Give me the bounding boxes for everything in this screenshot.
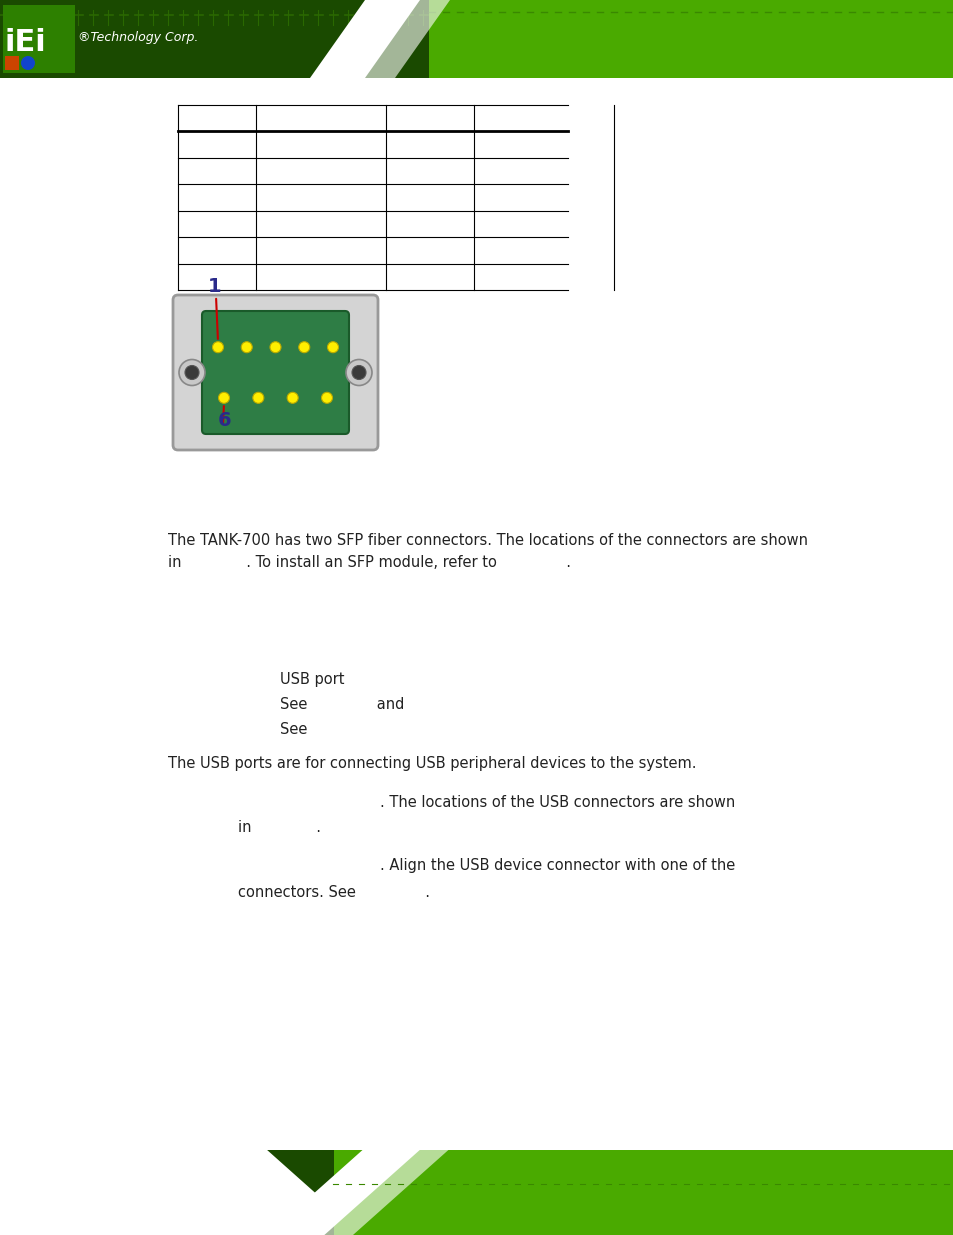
- Circle shape: [179, 359, 205, 385]
- Polygon shape: [267, 1150, 419, 1235]
- Text: . The locations of the USB connectors are shown: . The locations of the USB connectors ar…: [379, 795, 735, 810]
- Bar: [0, 0, 953, 78]
- Bar: [0, 1150, 334, 1235]
- Text: iEi: iEi: [5, 27, 47, 57]
- Bar: [429, 0, 953, 78]
- Text: in              . To install an SFP module, refer to               .: in . To install an SFP module, refer to …: [168, 555, 571, 571]
- Circle shape: [185, 366, 199, 379]
- Polygon shape: [310, 0, 419, 78]
- FancyBboxPatch shape: [202, 311, 349, 433]
- Bar: [5, 56, 19, 70]
- Bar: [0, 1150, 953, 1235]
- Polygon shape: [295, 1150, 448, 1235]
- Text: The USB ports are for connecting USB peripheral devices to the system.: The USB ports are for connecting USB per…: [168, 756, 696, 771]
- Polygon shape: [0, 1150, 334, 1235]
- Circle shape: [346, 359, 372, 385]
- Circle shape: [270, 342, 281, 353]
- Text: USB port: USB port: [280, 672, 344, 687]
- Text: ®Technology Corp.: ®Technology Corp.: [78, 31, 198, 43]
- Text: See: See: [280, 722, 307, 737]
- Text: See               and: See and: [280, 697, 404, 713]
- Circle shape: [218, 393, 230, 404]
- Bar: [3, 5, 75, 73]
- Polygon shape: [339, 0, 450, 78]
- Text: . Align the USB device connector with one of the: . Align the USB device connector with on…: [379, 858, 735, 873]
- Bar: [334, 1150, 953, 1235]
- Text: 6: 6: [218, 411, 232, 430]
- Circle shape: [298, 342, 310, 353]
- Circle shape: [287, 393, 298, 404]
- Circle shape: [253, 393, 264, 404]
- FancyBboxPatch shape: [172, 295, 377, 450]
- Text: in              .: in .: [237, 820, 320, 835]
- Circle shape: [21, 56, 35, 70]
- Circle shape: [327, 342, 338, 353]
- Circle shape: [321, 393, 333, 404]
- Circle shape: [213, 342, 223, 353]
- Bar: [0, 0, 429, 78]
- Circle shape: [352, 366, 366, 379]
- Text: 1: 1: [208, 277, 221, 296]
- Text: The TANK-700 has two SFP fiber connectors. The locations of the connectors are s: The TANK-700 has two SFP fiber connector…: [168, 534, 807, 548]
- Circle shape: [241, 342, 252, 353]
- Text: connectors. See               .: connectors. See .: [237, 885, 430, 900]
